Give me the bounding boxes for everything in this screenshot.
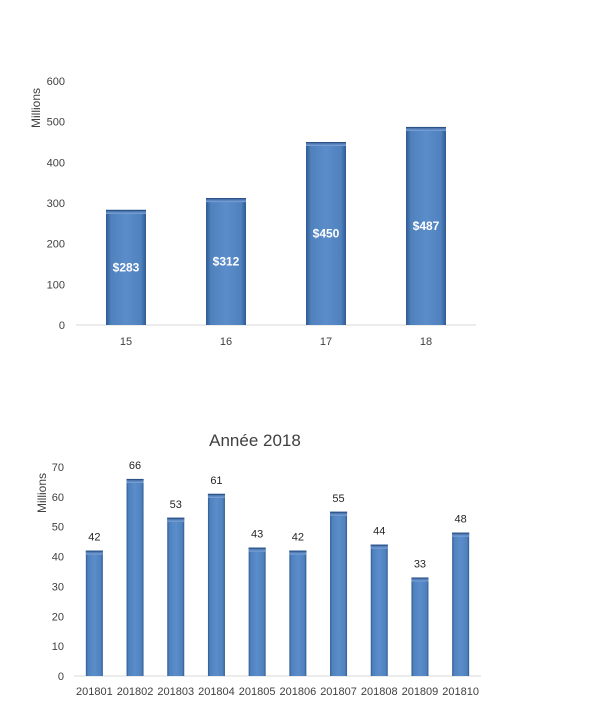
c1-bar	[406, 126, 446, 325]
c2-y-tick-label: 50	[52, 522, 64, 534]
c2-x-tick-label: 201805	[239, 686, 276, 698]
c1-y-tick-label: 100	[47, 279, 65, 291]
c2-y-tick-label: 10	[52, 641, 64, 653]
c2-data-label: 44	[373, 526, 385, 538]
c2-y-tick-label: 0	[58, 671, 64, 683]
c1-x-tick-label: 16	[220, 336, 232, 348]
c2-x-tick-label: 201804	[198, 686, 235, 698]
chart-2-title: Année 2018	[209, 431, 301, 450]
c2-x-tick-label: 201807	[320, 686, 357, 698]
c2-x-tick-label: 201810	[442, 686, 479, 698]
c1-data-label: $283	[113, 260, 140, 274]
c1-data-label: $450	[313, 227, 340, 241]
chart-1-bars	[106, 126, 446, 325]
c2-data-label: 42	[88, 532, 100, 544]
c2-data-label: 33	[414, 558, 426, 570]
c1-bar	[106, 209, 146, 325]
c1-bar	[306, 142, 346, 325]
c1-y-tick-label: 500	[47, 117, 65, 129]
c1-x-tick-label: 18	[420, 336, 432, 348]
c2-bar	[411, 577, 429, 676]
c1-data-label: $487	[413, 219, 440, 233]
c2-x-tick-label: 201808	[361, 686, 398, 698]
chart-1-data-labels: $283 $312 $450 $487	[113, 219, 440, 274]
c1-y-tick-label: 0	[59, 320, 65, 332]
chart-1-y-axis-label: Millions	[29, 88, 43, 128]
c2-bar	[370, 544, 388, 676]
c2-data-label: 55	[332, 493, 344, 505]
c2-bar	[330, 511, 348, 676]
c1-y-tick-label: 300	[47, 198, 65, 210]
c1-bar	[206, 198, 246, 325]
c2-y-tick-label: 30	[52, 581, 64, 593]
c1-y-tick-label: 600	[47, 76, 65, 88]
c2-bar	[85, 550, 103, 676]
c2-x-tick-label: 201802	[117, 686, 154, 698]
c2-data-label: 66	[129, 460, 141, 472]
chart-1-x-ticks: 15 16 17 18	[120, 336, 432, 348]
c1-x-tick-label: 15	[120, 336, 132, 348]
chart-2-y-axis-label: Millions	[35, 473, 49, 513]
c2-bar	[452, 532, 470, 676]
c2-y-tick-label: 40	[52, 552, 64, 564]
c2-data-label: 53	[170, 499, 182, 511]
c2-bar	[248, 547, 266, 676]
c1-y-tick-label: 200	[47, 239, 65, 251]
c2-y-tick-label: 60	[52, 492, 64, 504]
c1-data-label: $312	[213, 255, 240, 269]
c2-data-label: 42	[292, 532, 304, 544]
c1-y-tick-label: 400	[47, 157, 65, 169]
c2-x-tick-label: 201806	[279, 686, 316, 698]
c2-x-tick-label: 201803	[157, 686, 194, 698]
c1-x-tick-label: 17	[320, 336, 332, 348]
chart-1-y-ticks: 0 100 200 300 400 500 600	[47, 76, 65, 332]
c2-bar	[289, 550, 307, 676]
c2-y-tick-label: 70	[52, 462, 64, 474]
c2-data-label: 43	[251, 529, 263, 541]
c2-bar	[207, 493, 225, 676]
chart-1: Millions 0 100 200 300 400 500 600 15 16 17 18 $2…	[29, 76, 476, 348]
chart-2-y-ticks: 0 10 20 30 40 50 60 70	[52, 462, 64, 683]
c2-data-label: 48	[455, 514, 467, 526]
chart-2-data-labels: 42 66 53 61 43 42 55 44 33 48	[88, 460, 467, 571]
c2-bar	[126, 478, 144, 676]
chart-2: Année 2018 Millions 0 10 20 30 40 50 60 70 2018…	[35, 431, 481, 698]
c2-x-tick-label: 201801	[76, 686, 113, 698]
chart-2-bars	[85, 478, 470, 676]
c2-x-tick-label: 201809	[402, 686, 439, 698]
c2-y-tick-label: 20	[52, 611, 64, 623]
chart-2-x-ticks: 201801 201802 201803 201804 201805 201806 2018…	[76, 686, 479, 698]
c2-data-label: 61	[210, 475, 222, 487]
c2-bar	[167, 517, 185, 676]
